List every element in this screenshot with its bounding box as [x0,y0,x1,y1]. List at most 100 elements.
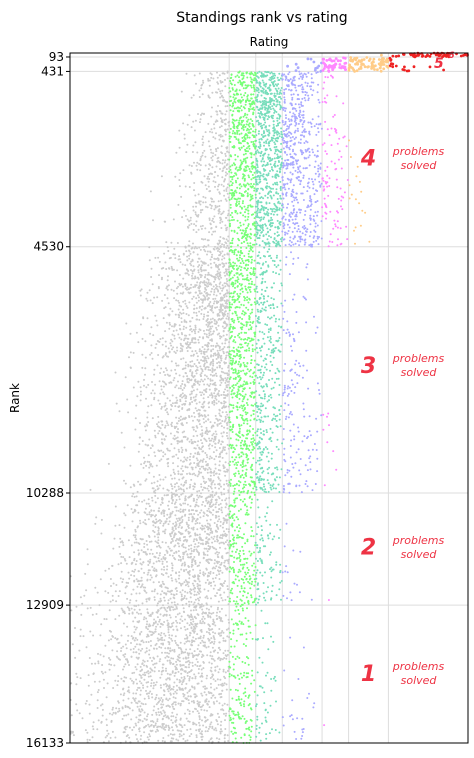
data-point [319,185,322,188]
data-point [263,101,265,104]
data-point [204,196,207,199]
data-point [149,190,152,193]
data-point [214,354,217,357]
data-point [233,84,236,86]
data-point [203,290,206,293]
data-point [199,169,202,172]
data-point [220,213,223,216]
data-point [256,470,259,473]
data-point [194,194,197,197]
data-point [230,363,233,366]
data-point [252,100,255,103]
data-point [219,349,221,352]
data-point [177,448,180,451]
data-point [276,254,278,257]
data-point [149,332,152,335]
data-point [176,242,179,244]
data-point [262,75,265,78]
data-point [233,175,235,177]
data-point [309,468,312,471]
data-point [289,369,292,372]
data-point [242,465,245,468]
data-point [196,453,199,456]
data-point [244,125,247,128]
data-point [241,260,244,262]
data-point [199,209,202,212]
data-point [225,405,228,408]
data-point [238,265,241,268]
data-point [242,106,245,109]
data-point [192,242,194,245]
data-point [263,216,266,219]
data-point [198,447,201,450]
data-point [171,487,174,490]
data-point [192,376,195,379]
data-point [306,369,308,372]
data-point [205,350,208,353]
data-point [204,164,207,167]
data-point [313,125,316,128]
data-point [251,167,254,170]
data-point [250,93,253,96]
data-point [299,458,302,460]
data-point [219,168,221,170]
data-point [210,156,213,159]
data-point [243,255,246,257]
data-point [258,347,261,350]
data-point [216,147,219,150]
data-point [254,205,257,208]
data-point [317,164,320,167]
data-point [286,125,289,128]
data-point [442,68,445,72]
data-point [185,305,188,308]
data-point [280,240,283,243]
data-point [272,183,275,186]
data-point [218,208,221,211]
data-point [211,91,214,94]
data-point [339,187,342,190]
data-point [210,349,213,352]
data-point [289,215,292,218]
data-point [205,329,208,331]
data-point [208,439,211,442]
data-point [293,131,296,134]
data-point [209,305,212,308]
data-point [229,460,232,463]
data-point [210,227,213,230]
data-point [241,237,244,240]
data-point [208,163,211,166]
data-point [184,448,187,451]
data-point [386,65,390,69]
data-point [263,144,265,147]
data-point [274,87,277,90]
data-point [280,208,283,211]
data-point [361,209,364,212]
data-point [284,78,287,81]
data-point [337,238,339,241]
data-point [244,480,247,483]
data-point [283,227,285,230]
data-point [229,175,232,178]
data-point [256,476,258,479]
data-point [182,325,185,328]
data-point [250,141,253,143]
data-point [216,349,219,352]
data-point [274,347,277,350]
data-point [274,174,277,177]
data-point [237,385,240,388]
data-point [266,118,269,121]
data-point [211,401,214,403]
data-point [239,269,242,271]
data-point [182,169,185,172]
data-point [241,84,244,87]
data-point [323,197,326,200]
data-point [259,122,262,125]
data-point [225,190,228,192]
data-point [218,183,220,186]
data-point [198,163,201,165]
data-point [266,238,269,241]
data-point [200,394,203,397]
data-point [220,415,223,418]
data-point [261,79,264,82]
data-point [301,131,304,134]
